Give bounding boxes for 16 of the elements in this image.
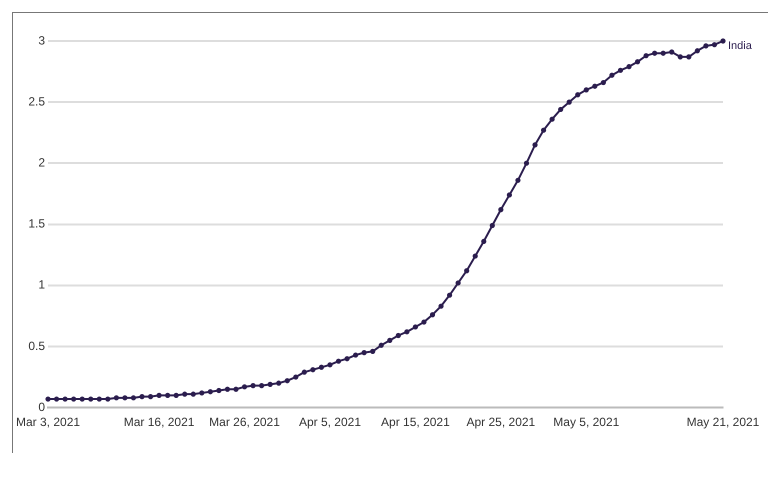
y-tick-label: 3 bbox=[38, 33, 46, 48]
x-tick-label: Apr 15, 2021 bbox=[381, 415, 450, 430]
y-tick-label: 0 bbox=[38, 400, 46, 414]
y-tick-label: 2.5 bbox=[28, 94, 46, 108]
series-label: India bbox=[728, 40, 753, 52]
x-tick-label: Mar 16, 2021 bbox=[124, 415, 195, 430]
y-tick-label: 0.5 bbox=[28, 338, 46, 353]
y-tick-label: 1.5 bbox=[28, 216, 46, 231]
x-tick-label: Apr 5, 2021 bbox=[298, 415, 362, 430]
y-tick-label: 2 bbox=[38, 156, 46, 170]
x-tick-label: Mar 3, 2021 bbox=[16, 415, 80, 430]
x-tick-label: Mar 26, 2021 bbox=[209, 415, 280, 430]
x-tick-label: May 5, 2021 bbox=[553, 415, 620, 430]
x-tick-label: May 21, 2021 bbox=[686, 415, 760, 430]
x-tick-label: Apr 25, 2021 bbox=[466, 415, 536, 430]
y-tick-label: 1 bbox=[38, 278, 46, 292]
